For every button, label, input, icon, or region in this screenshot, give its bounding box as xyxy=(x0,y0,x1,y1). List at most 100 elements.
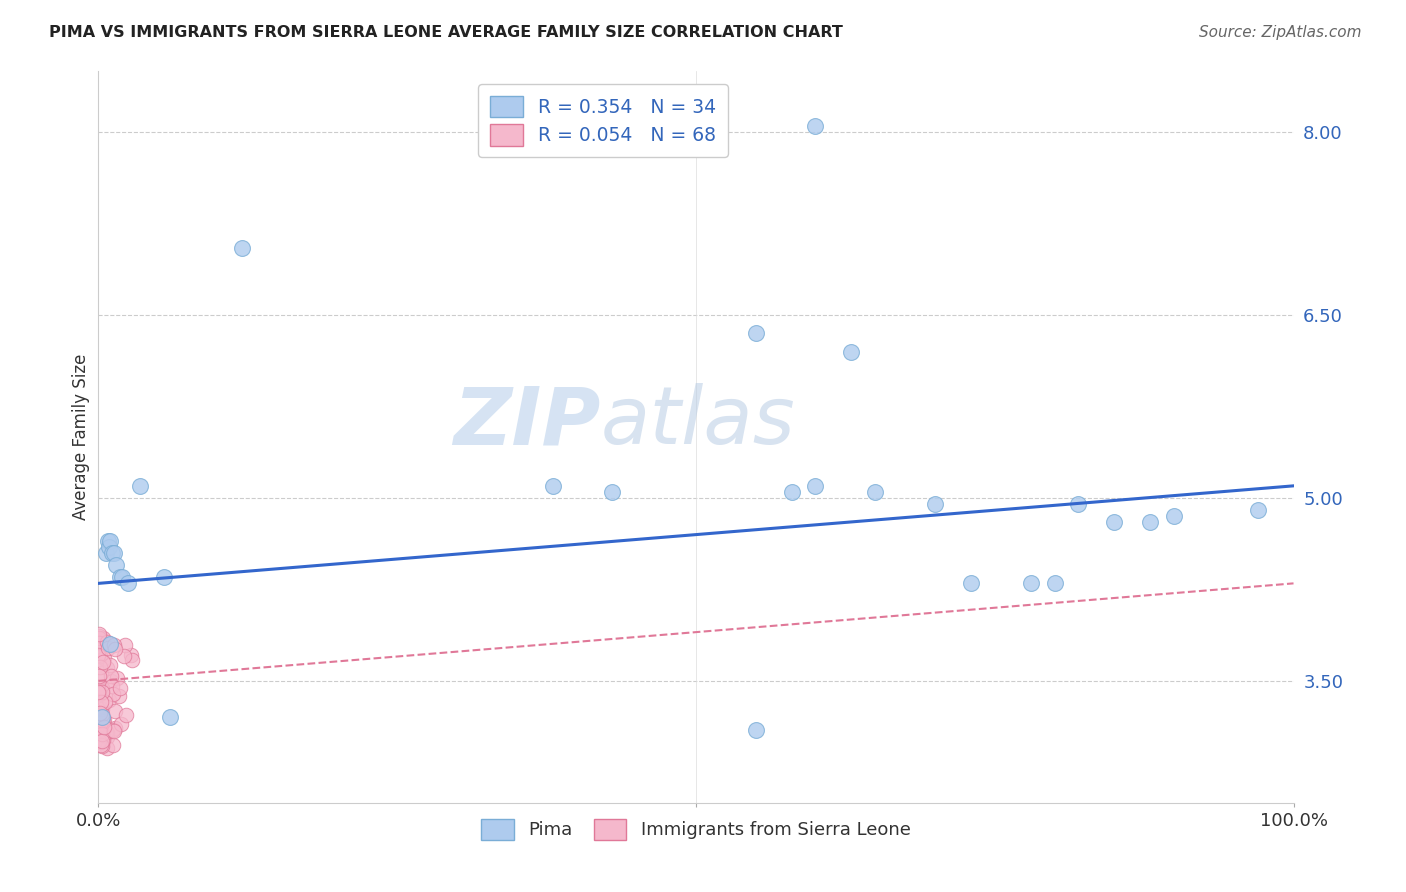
Point xyxy=(96,726,118,740)
Point xyxy=(114,638,136,652)
Point xyxy=(745,723,768,737)
Point xyxy=(87,685,110,699)
Point xyxy=(960,576,983,591)
Point xyxy=(87,669,110,683)
Point xyxy=(101,723,124,737)
Point xyxy=(101,687,124,701)
Point xyxy=(745,326,768,341)
Point xyxy=(865,485,887,500)
Point xyxy=(94,546,117,560)
Point xyxy=(111,570,134,584)
Point xyxy=(1067,497,1090,511)
Point xyxy=(87,648,110,662)
Point xyxy=(541,479,564,493)
Point xyxy=(120,648,142,663)
Point xyxy=(96,661,118,675)
Point xyxy=(98,658,121,673)
Point xyxy=(91,683,114,698)
Point xyxy=(1247,503,1270,517)
Point xyxy=(90,727,112,741)
Point xyxy=(101,679,124,693)
Point xyxy=(1163,509,1185,524)
Point xyxy=(96,730,118,744)
Point xyxy=(93,720,115,734)
Text: PIMA VS IMMIGRANTS FROM SIERRA LEONE AVERAGE FAMILY SIZE CORRELATION CHART: PIMA VS IMMIGRANTS FROM SIERRA LEONE AVE… xyxy=(49,25,844,40)
Point xyxy=(90,683,112,698)
Point xyxy=(98,540,121,554)
Point xyxy=(89,687,111,701)
Point xyxy=(89,723,111,738)
Point xyxy=(91,710,114,724)
Point xyxy=(96,741,118,756)
Point xyxy=(98,637,122,651)
Point xyxy=(841,344,863,359)
Point xyxy=(108,690,131,704)
Point xyxy=(91,685,114,699)
Point xyxy=(97,640,120,655)
Point xyxy=(804,479,827,493)
Point xyxy=(924,497,946,511)
Point xyxy=(100,669,122,683)
Y-axis label: Average Family Size: Average Family Size xyxy=(72,354,90,520)
Point xyxy=(103,724,125,739)
Point xyxy=(96,634,118,648)
Point xyxy=(89,706,111,720)
Point xyxy=(87,629,110,643)
Legend: Pima, Immigrants from Sierra Leone: Pima, Immigrants from Sierra Leone xyxy=(472,810,920,848)
Point xyxy=(112,648,135,663)
Point xyxy=(91,631,114,645)
Point xyxy=(231,241,253,255)
Point xyxy=(91,739,114,754)
Point xyxy=(90,735,112,749)
Point xyxy=(98,693,121,707)
Point xyxy=(104,704,127,718)
Point xyxy=(103,546,125,560)
Point xyxy=(93,655,115,669)
Point xyxy=(1104,516,1126,530)
Point xyxy=(104,642,127,657)
Point xyxy=(1139,516,1161,530)
Point xyxy=(87,636,110,650)
Point xyxy=(98,533,122,548)
Point xyxy=(93,712,115,726)
Point xyxy=(90,666,112,681)
Point xyxy=(87,641,110,656)
Point xyxy=(1043,576,1066,591)
Point xyxy=(101,738,124,752)
Point xyxy=(90,702,112,716)
Point xyxy=(90,738,112,752)
Point xyxy=(91,733,114,747)
Point xyxy=(117,576,139,591)
Point xyxy=(1019,576,1042,591)
Point xyxy=(89,626,111,640)
Point xyxy=(89,724,111,739)
Point xyxy=(89,728,111,742)
Point xyxy=(110,716,132,731)
Point xyxy=(97,533,120,548)
Point xyxy=(159,710,181,724)
Point xyxy=(107,671,129,685)
Point xyxy=(91,707,114,722)
Point xyxy=(91,714,114,728)
Point xyxy=(100,546,122,560)
Point xyxy=(91,732,114,747)
Point xyxy=(129,479,152,493)
Point xyxy=(114,707,136,722)
Point xyxy=(94,695,117,709)
Point xyxy=(87,632,110,646)
Text: ZIP: ZIP xyxy=(453,384,600,461)
Point xyxy=(93,651,115,665)
Point xyxy=(121,652,143,666)
Point xyxy=(108,681,131,696)
Point xyxy=(87,734,110,748)
Point xyxy=(90,684,112,698)
Point xyxy=(105,558,128,573)
Point xyxy=(153,570,176,584)
Point xyxy=(90,695,112,709)
Point xyxy=(780,485,803,500)
Point xyxy=(89,649,111,664)
Point xyxy=(602,485,624,500)
Point xyxy=(100,674,122,689)
Point xyxy=(108,570,131,584)
Point xyxy=(89,660,111,674)
